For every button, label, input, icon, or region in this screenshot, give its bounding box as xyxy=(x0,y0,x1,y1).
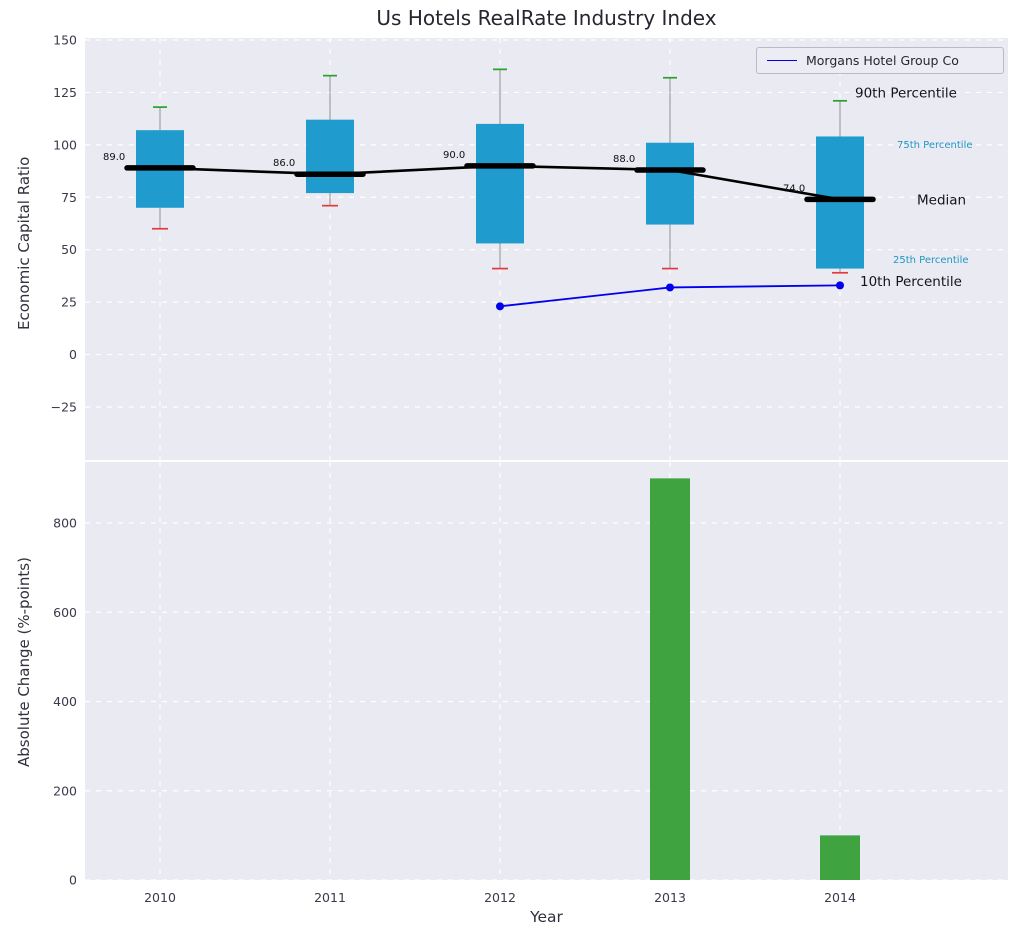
box-2014 xyxy=(816,136,864,269)
annotation-90th-percentile: 90th Percentile xyxy=(855,85,957,101)
legend: Morgans Hotel Group Co xyxy=(756,47,1004,74)
ytick-top-125: 125 xyxy=(53,85,77,100)
median-value-label-2013: 88.0 xyxy=(613,154,635,165)
ytick-top-100: 100 xyxy=(53,137,77,152)
annotation-75th-percentile: 75th Percentile xyxy=(897,140,973,151)
bar-2014 xyxy=(820,835,860,880)
xtick-2012: 2012 xyxy=(484,890,516,905)
ytick-top-−25: −25 xyxy=(51,399,77,414)
ytick-top-25: 25 xyxy=(61,295,77,310)
ytick-bottom-0: 0 xyxy=(69,873,77,888)
xtick-2013: 2013 xyxy=(654,890,686,905)
median-value-label-2011: 86.0 xyxy=(273,158,295,169)
legend-line-sample-icon xyxy=(767,60,797,61)
xtick-2010: 2010 xyxy=(144,890,176,905)
xtick-2011: 2011 xyxy=(314,890,346,905)
ytick-bottom-800: 800 xyxy=(53,516,77,531)
ytick-top-150: 150 xyxy=(53,33,77,48)
box-2012 xyxy=(476,123,524,244)
company-point-2012 xyxy=(496,302,504,311)
median-value-label-2010: 89.0 xyxy=(103,152,125,163)
ytick-top-0: 0 xyxy=(69,347,77,362)
chart-title: Us Hotels RealRate Industry Index xyxy=(376,6,717,30)
annotation-10th-percentile: 10th Percentile xyxy=(860,274,962,290)
ytick-top-50: 50 xyxy=(61,242,77,257)
bottom-panel-bg xyxy=(85,462,1008,880)
y-axis-label-top: Economic Capital Ratio xyxy=(15,156,33,330)
ytick-bottom-400: 400 xyxy=(53,694,77,709)
y-axis-label-bottom: Absolute Change (%-points) xyxy=(15,557,33,767)
ytick-top-75: 75 xyxy=(61,190,77,205)
xtick-2014: 2014 xyxy=(824,890,856,905)
annotation-median: Median xyxy=(917,192,966,208)
annotation-25th-percentile: 25th Percentile xyxy=(893,255,969,266)
median-value-label-2014: 74.0 xyxy=(783,183,805,194)
ytick-bottom-200: 200 xyxy=(53,783,77,798)
bar-2013 xyxy=(650,478,690,880)
box-2013 xyxy=(646,142,694,225)
ytick-bottom-600: 600 xyxy=(53,605,77,620)
company-point-2014 xyxy=(836,281,844,290)
median-value-label-2012: 90.0 xyxy=(443,150,465,161)
box-2011 xyxy=(306,119,354,194)
company-point-2013 xyxy=(666,283,674,292)
legend-label: Morgans Hotel Group Co xyxy=(806,53,959,68)
x-axis-label: Year xyxy=(530,908,563,926)
